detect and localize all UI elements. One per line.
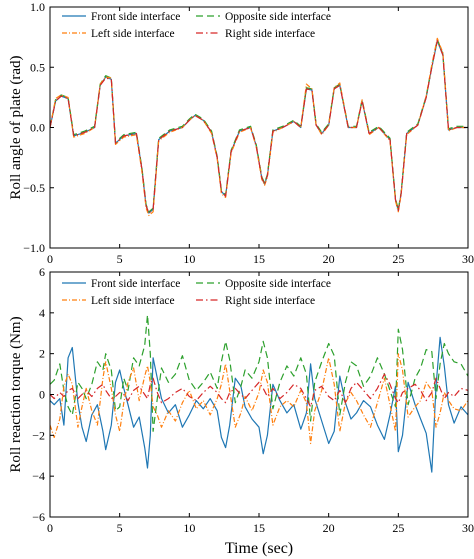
- y-tick-label: 6: [39, 265, 45, 279]
- y-tick-label: 1.0: [30, 0, 45, 14]
- x-tick-label: 10: [183, 521, 195, 535]
- y-tick-label: 0.5: [30, 60, 45, 74]
- x-tick-label: 20: [323, 252, 335, 266]
- y-axis-label: Roll reaction torque (Nm): [8, 316, 24, 472]
- x-tick-label: 20: [323, 521, 335, 535]
- x-tick-label: 25: [392, 252, 404, 266]
- y-tick-label: 0.0: [30, 121, 45, 135]
- y-tick-label: 4: [39, 306, 45, 320]
- legend-label: Right side interface: [225, 295, 315, 307]
- x-tick-label: 15: [253, 252, 265, 266]
- y-tick-label: −6: [32, 510, 45, 524]
- y-axis-label: Roll angle of plate (rad): [8, 55, 24, 199]
- legend: Front side interface Opposite side interf…: [62, 11, 331, 40]
- series-line-opposite-side-interface: [50, 314, 468, 432]
- series-line-front-side-interface: [50, 40, 468, 214]
- y-tick-label: −1.0: [23, 241, 45, 255]
- series-line-opposite-side-interface: [50, 38, 468, 213]
- plot-frame: [49, 6, 469, 249]
- x-axis-label: Time (sec): [225, 540, 293, 557]
- series-line-left-side-interface: [50, 37, 468, 217]
- roll-torque-panel: 0 5 10 15 20 25 30 −6 −4 −2 0 2 4 6 Roll reaction torq…: [8, 265, 474, 557]
- legend-label: Left side interface: [91, 295, 175, 307]
- roll-angle-panel: 0 5 10 15 20 25 30 −1.0 −0.5 0.0 0.5 1.0 Roll angle …: [8, 0, 474, 266]
- legend-label: Front side interface: [91, 11, 180, 23]
- legend-label: Opposite side interface: [225, 11, 331, 23]
- legend-label: Opposite side interface: [225, 278, 331, 290]
- series-line-right-side-interface: [50, 40, 468, 214]
- y-tick-label: −2: [32, 428, 45, 442]
- y-tick-label: −0.5: [23, 181, 45, 195]
- x-tick-label: 30: [462, 252, 474, 266]
- x-tick-label: 0: [47, 521, 53, 535]
- legend-label: Right side interface: [225, 28, 315, 40]
- legend-label: Left side interface: [91, 28, 175, 40]
- series-group: [50, 37, 468, 217]
- legend-label: Front side interface: [91, 278, 180, 290]
- series-line-left-side-interface: [50, 353, 468, 445]
- series-line-front-side-interface: [50, 336, 468, 473]
- x-tick-label: 30: [462, 521, 474, 535]
- x-tick-label: 15: [253, 521, 265, 535]
- x-tick-label: 25: [392, 521, 404, 535]
- x-tick-label: 5: [117, 521, 123, 535]
- series-group: [50, 314, 468, 473]
- x-tick-label: 5: [117, 252, 123, 266]
- x-tick-label: 0: [47, 252, 53, 266]
- x-tick-label: 10: [183, 252, 195, 266]
- y-tick-label: 0: [39, 388, 45, 402]
- y-tick-label: 2: [39, 347, 45, 361]
- legend: Front side interface Opposite side interf…: [62, 278, 331, 307]
- y-tick-label: −4: [32, 469, 45, 483]
